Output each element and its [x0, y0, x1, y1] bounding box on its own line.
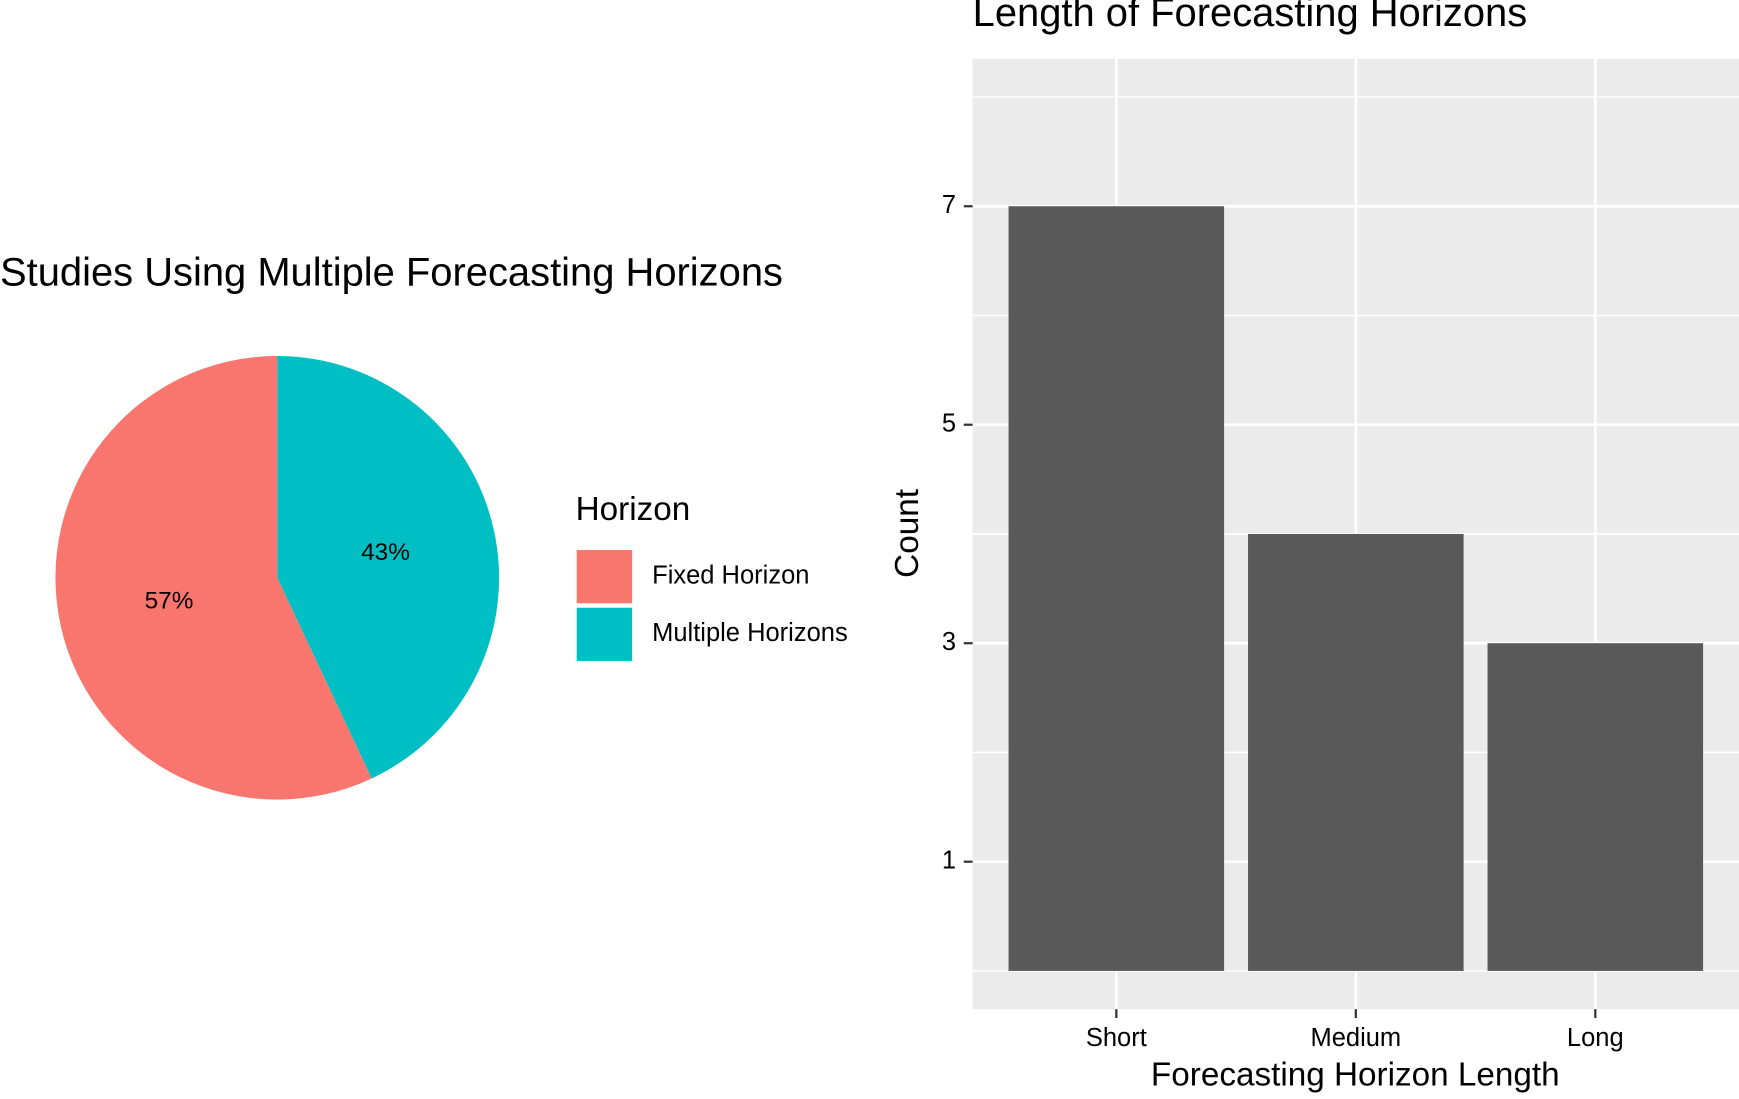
legend-label: Multiple Horizons — [652, 619, 848, 647]
y-tick-label: 3 — [942, 628, 956, 656]
bar-title: Length of Forecasting Horizons — [973, 0, 1528, 35]
legend-key — [576, 607, 633, 661]
bar — [1008, 206, 1225, 971]
slice-label: 43% — [361, 539, 410, 566]
x-tick-label: Short — [1086, 1024, 1147, 1052]
y-tick-label: 1 — [942, 846, 956, 874]
x-tick-label: Long — [1567, 1024, 1624, 1052]
pie-title: Studies Using Multiple Forecasting Horiz… — [0, 251, 783, 295]
bar — [1248, 533, 1464, 971]
pie-slice — [277, 355, 500, 779]
legend-label: Fixed Horizon — [652, 561, 809, 589]
legend-key — [576, 550, 633, 604]
bar — [1487, 643, 1704, 971]
legend-title: Horizon — [576, 491, 691, 528]
y-tick-label: 5 — [942, 409, 956, 437]
y-axis-label: Count — [889, 489, 926, 578]
slice-label: 57% — [145, 587, 194, 614]
y-tick-label: 7 — [942, 191, 956, 219]
x-axis-label: Forecasting Horizon Length — [1151, 1057, 1560, 1094]
pie-slice — [55, 355, 372, 800]
x-tick-label: Medium — [1310, 1024, 1401, 1052]
